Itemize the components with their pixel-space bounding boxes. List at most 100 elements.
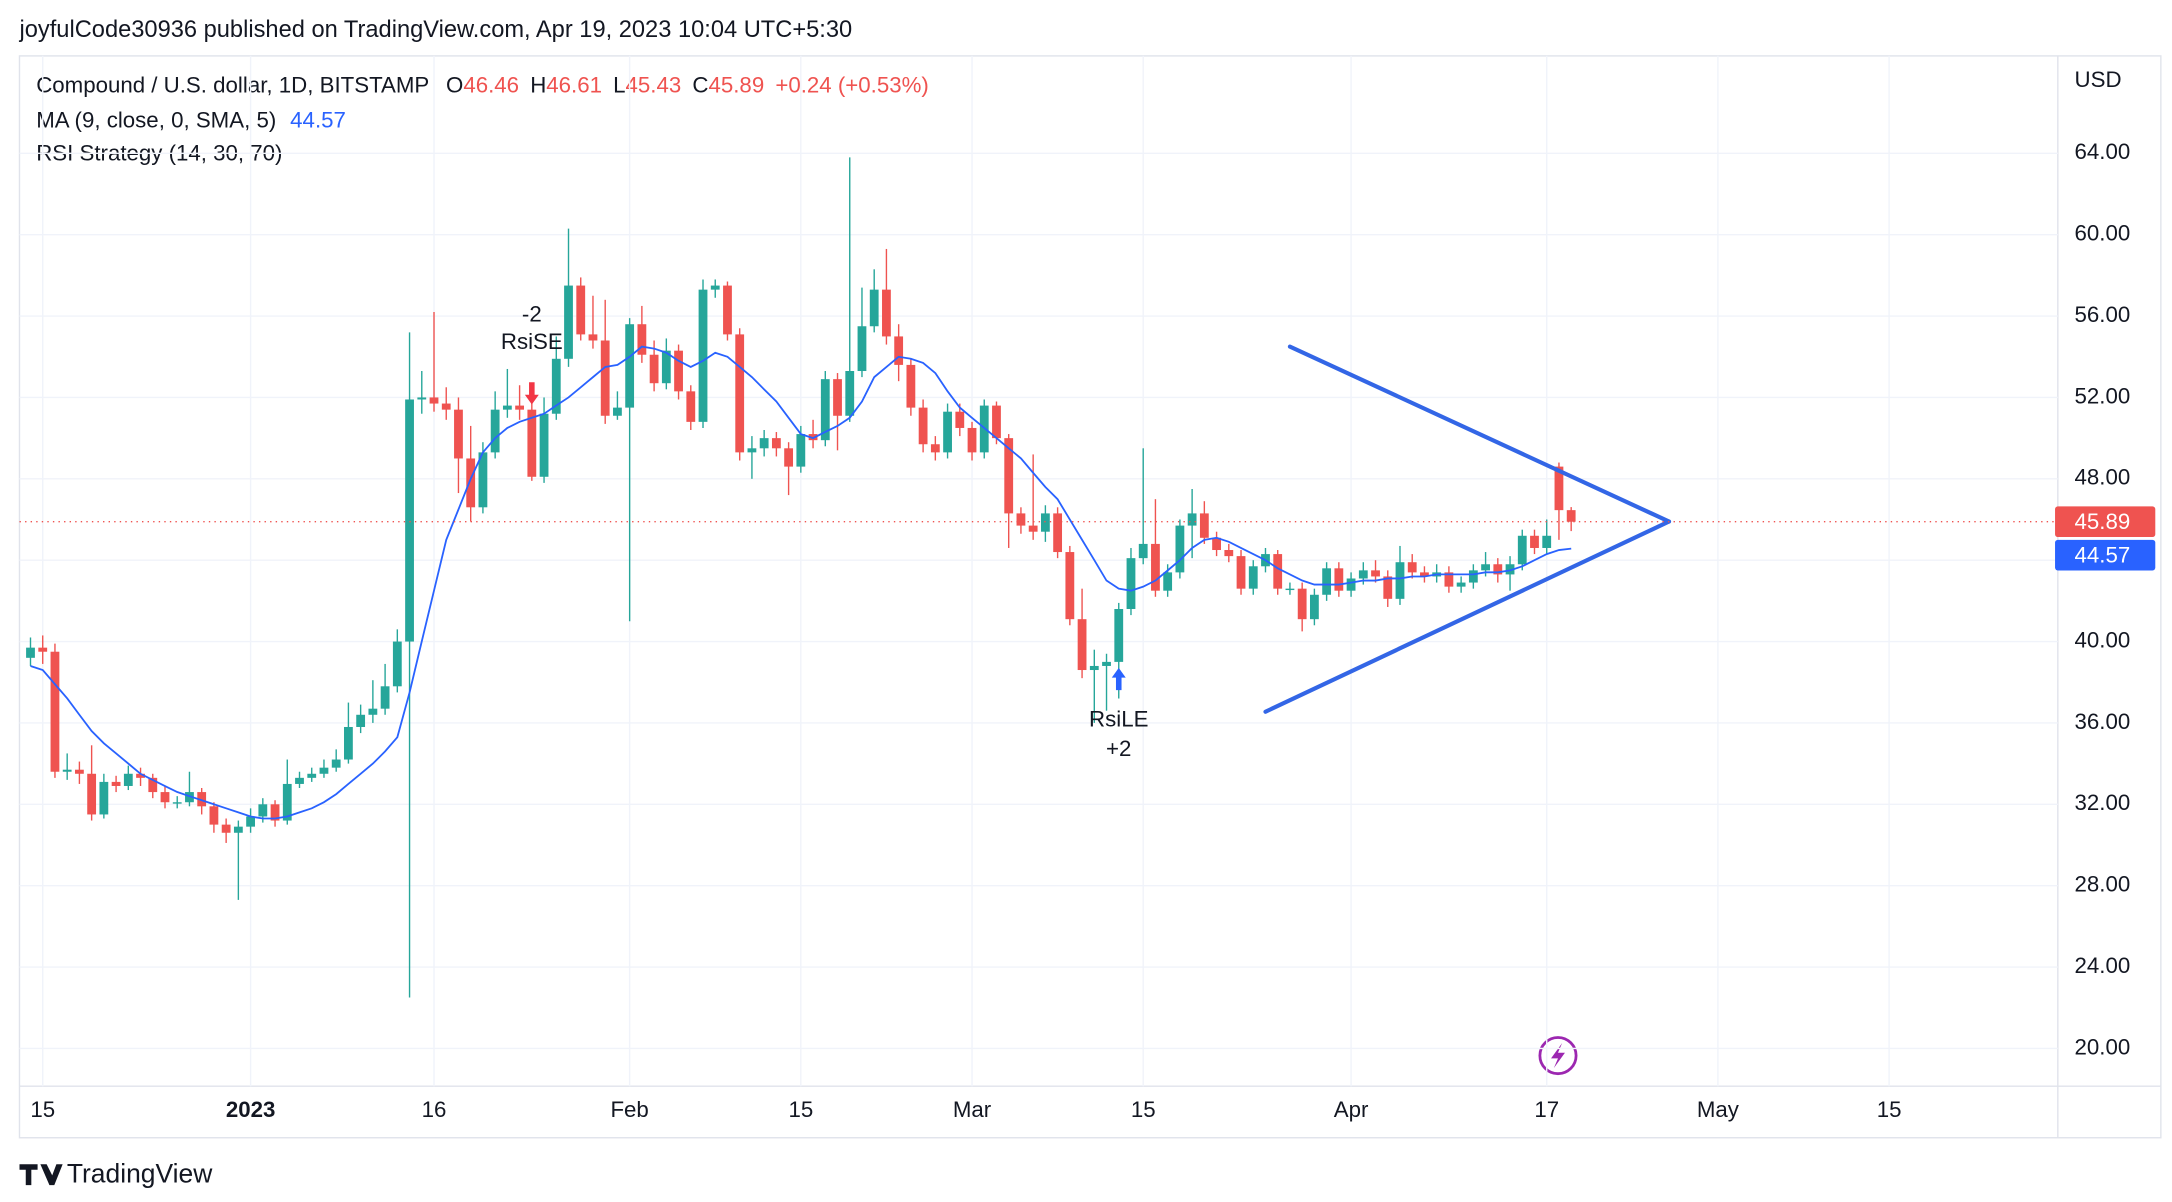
y-tick-label: 60.00: [2075, 221, 2131, 246]
candle-body: [686, 391, 696, 422]
candle-body: [1114, 609, 1124, 662]
candle-body: [405, 399, 414, 642]
candle-body: [1371, 570, 1380, 577]
candle-body: [368, 708, 378, 715]
y-tick-label: 32.00: [2075, 790, 2131, 815]
candle-body: [759, 438, 769, 449]
candle-body: [185, 792, 194, 803]
candle-body: [576, 285, 586, 335]
ma-name: MA (9, close, 0, SMA, 5): [36, 107, 276, 132]
candle-body: [845, 371, 855, 416]
candle-body: [1224, 550, 1234, 557]
candle-body: [38, 647, 48, 652]
candle-body: [270, 804, 280, 821]
candle-body: [1334, 568, 1344, 591]
signal-qty: +2: [1106, 736, 1131, 761]
trend-line: [1263, 519, 1672, 714]
candle-body: [1309, 594, 1319, 620]
ohlc-key: C: [692, 72, 708, 97]
candle-body: [857, 326, 867, 372]
candle-body: [50, 651, 60, 772]
candle-body: [282, 783, 292, 821]
signal-arrow: [1111, 667, 1126, 691]
candle-body: [1297, 588, 1307, 620]
chart-frame: [18, 55, 2162, 1139]
candle-body: [710, 285, 720, 290]
candle-body: [943, 411, 952, 453]
candle-body: [331, 759, 341, 768]
candle-body: [1138, 543, 1148, 559]
candle-body: [1102, 661, 1111, 666]
y-tick-label: 28.00: [2075, 872, 2131, 897]
candle-body: [1089, 665, 1099, 671]
candle-body: [233, 826, 243, 833]
y-tick-label: 36.00: [2075, 709, 2131, 734]
candle-body: [833, 379, 842, 416]
candle-body: [1481, 564, 1490, 571]
candle-body: [588, 334, 598, 341]
candle-body: [1053, 513, 1063, 553]
candle-body: [258, 804, 268, 817]
candle-body: [429, 397, 439, 404]
candle-body: [869, 289, 879, 327]
candle-body: [735, 334, 745, 453]
candle-body: [441, 403, 451, 410]
candle-body: [221, 824, 231, 833]
y-tick-label: 56.00: [2075, 302, 2131, 327]
y-tick-label: 64.00: [2075, 139, 2131, 164]
ma-badge: [2055, 539, 2156, 571]
candle-body: [148, 777, 158, 793]
candle-body: [99, 781, 109, 815]
candle-body: [1028, 525, 1038, 532]
ma-value: 44.57: [290, 107, 346, 132]
brand-name: TradingView: [67, 1158, 213, 1188]
x-tick-label: 17: [1534, 1097, 1559, 1122]
candle-body: [1493, 564, 1503, 575]
brand-logo: TradingView: [19, 1158, 213, 1188]
events-icon[interactable]: [1538, 1036, 1578, 1076]
candle-body: [1395, 562, 1405, 599]
candle-body: [527, 409, 537, 477]
candle-body: [1004, 438, 1014, 514]
change: +0.24 (+0.53%): [775, 72, 929, 97]
legend-row: Compound / U.S. dollar, 1D, BITSTAMP O46.…: [36, 72, 929, 97]
ohlc-key: H: [530, 72, 546, 97]
candle-body: [1199, 513, 1209, 538]
logo-mark: [19, 1164, 63, 1186]
candle-body: [1285, 588, 1295, 591]
candle-body: [1322, 568, 1332, 595]
candle-body: [674, 350, 683, 392]
x-tick-label: 15: [788, 1097, 813, 1122]
y-tick-label: 40.00: [2075, 627, 2131, 652]
x-tick-label: Apr: [1334, 1097, 1369, 1122]
y-tick-label: 24.00: [2075, 953, 2131, 978]
price-badge-label: 45.89: [2075, 509, 2131, 534]
candle-body: [649, 354, 659, 384]
candle-body: [1505, 564, 1515, 575]
ohlc-value: 45.43: [626, 72, 682, 97]
candle-body: [906, 364, 916, 408]
candle-body: [502, 405, 512, 410]
candle-body: [625, 324, 635, 408]
candle-body: [564, 285, 573, 359]
candle-body: [515, 405, 525, 410]
candle-body: [1016, 513, 1026, 526]
candle-body: [160, 792, 170, 803]
ohlc-value: 45.89: [708, 72, 764, 97]
candle-body: [1126, 558, 1136, 610]
candle-body: [1383, 576, 1393, 599]
candle-body: [967, 427, 977, 453]
x-tick-label: 15: [30, 1097, 55, 1122]
candle-body: [698, 289, 708, 422]
candle-body: [392, 641, 402, 687]
signal-qty: -2: [522, 301, 542, 326]
x-tick-label: Mar: [953, 1097, 992, 1122]
candle-body: [1077, 619, 1087, 671]
candle-body: [209, 806, 219, 825]
x-tick-label: 15: [1131, 1097, 1156, 1122]
signal-name: RsiLE: [1089, 707, 1148, 732]
x-tick-label: 2023: [226, 1097, 276, 1122]
candle-body: [1065, 552, 1075, 620]
